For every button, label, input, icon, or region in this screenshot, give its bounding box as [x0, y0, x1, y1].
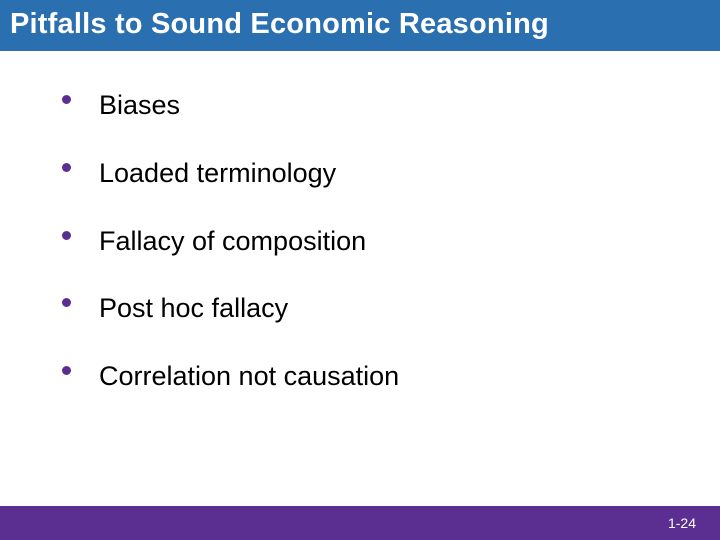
- bullet-icon: [62, 163, 71, 172]
- bullet-icon: [62, 366, 71, 375]
- bullet-text: Biases: [99, 89, 180, 123]
- list-item: Correlation not causation: [62, 360, 720, 394]
- page-number: 1-24: [668, 515, 696, 531]
- title-bar: Pitfalls to Sound Economic Reasoning: [0, 0, 720, 51]
- bullet-text: Post hoc fallacy: [99, 292, 288, 326]
- bullet-text: Fallacy of composition: [99, 225, 366, 259]
- list-item: Post hoc fallacy: [62, 292, 720, 326]
- bullet-icon: [62, 231, 71, 240]
- list-item: Biases: [62, 89, 720, 123]
- bullet-text: Correlation not causation: [99, 360, 399, 394]
- list-item: Loaded terminology: [62, 157, 720, 191]
- list-item: Fallacy of composition: [62, 225, 720, 259]
- bullet-text: Loaded terminology: [99, 157, 336, 191]
- footer-bar: 1-24: [0, 506, 720, 540]
- bullet-list: Biases Loaded terminology Fallacy of com…: [0, 51, 720, 394]
- bullet-icon: [62, 95, 71, 104]
- slide-title: Pitfalls to Sound Economic Reasoning: [10, 8, 710, 41]
- bullet-icon: [62, 298, 71, 307]
